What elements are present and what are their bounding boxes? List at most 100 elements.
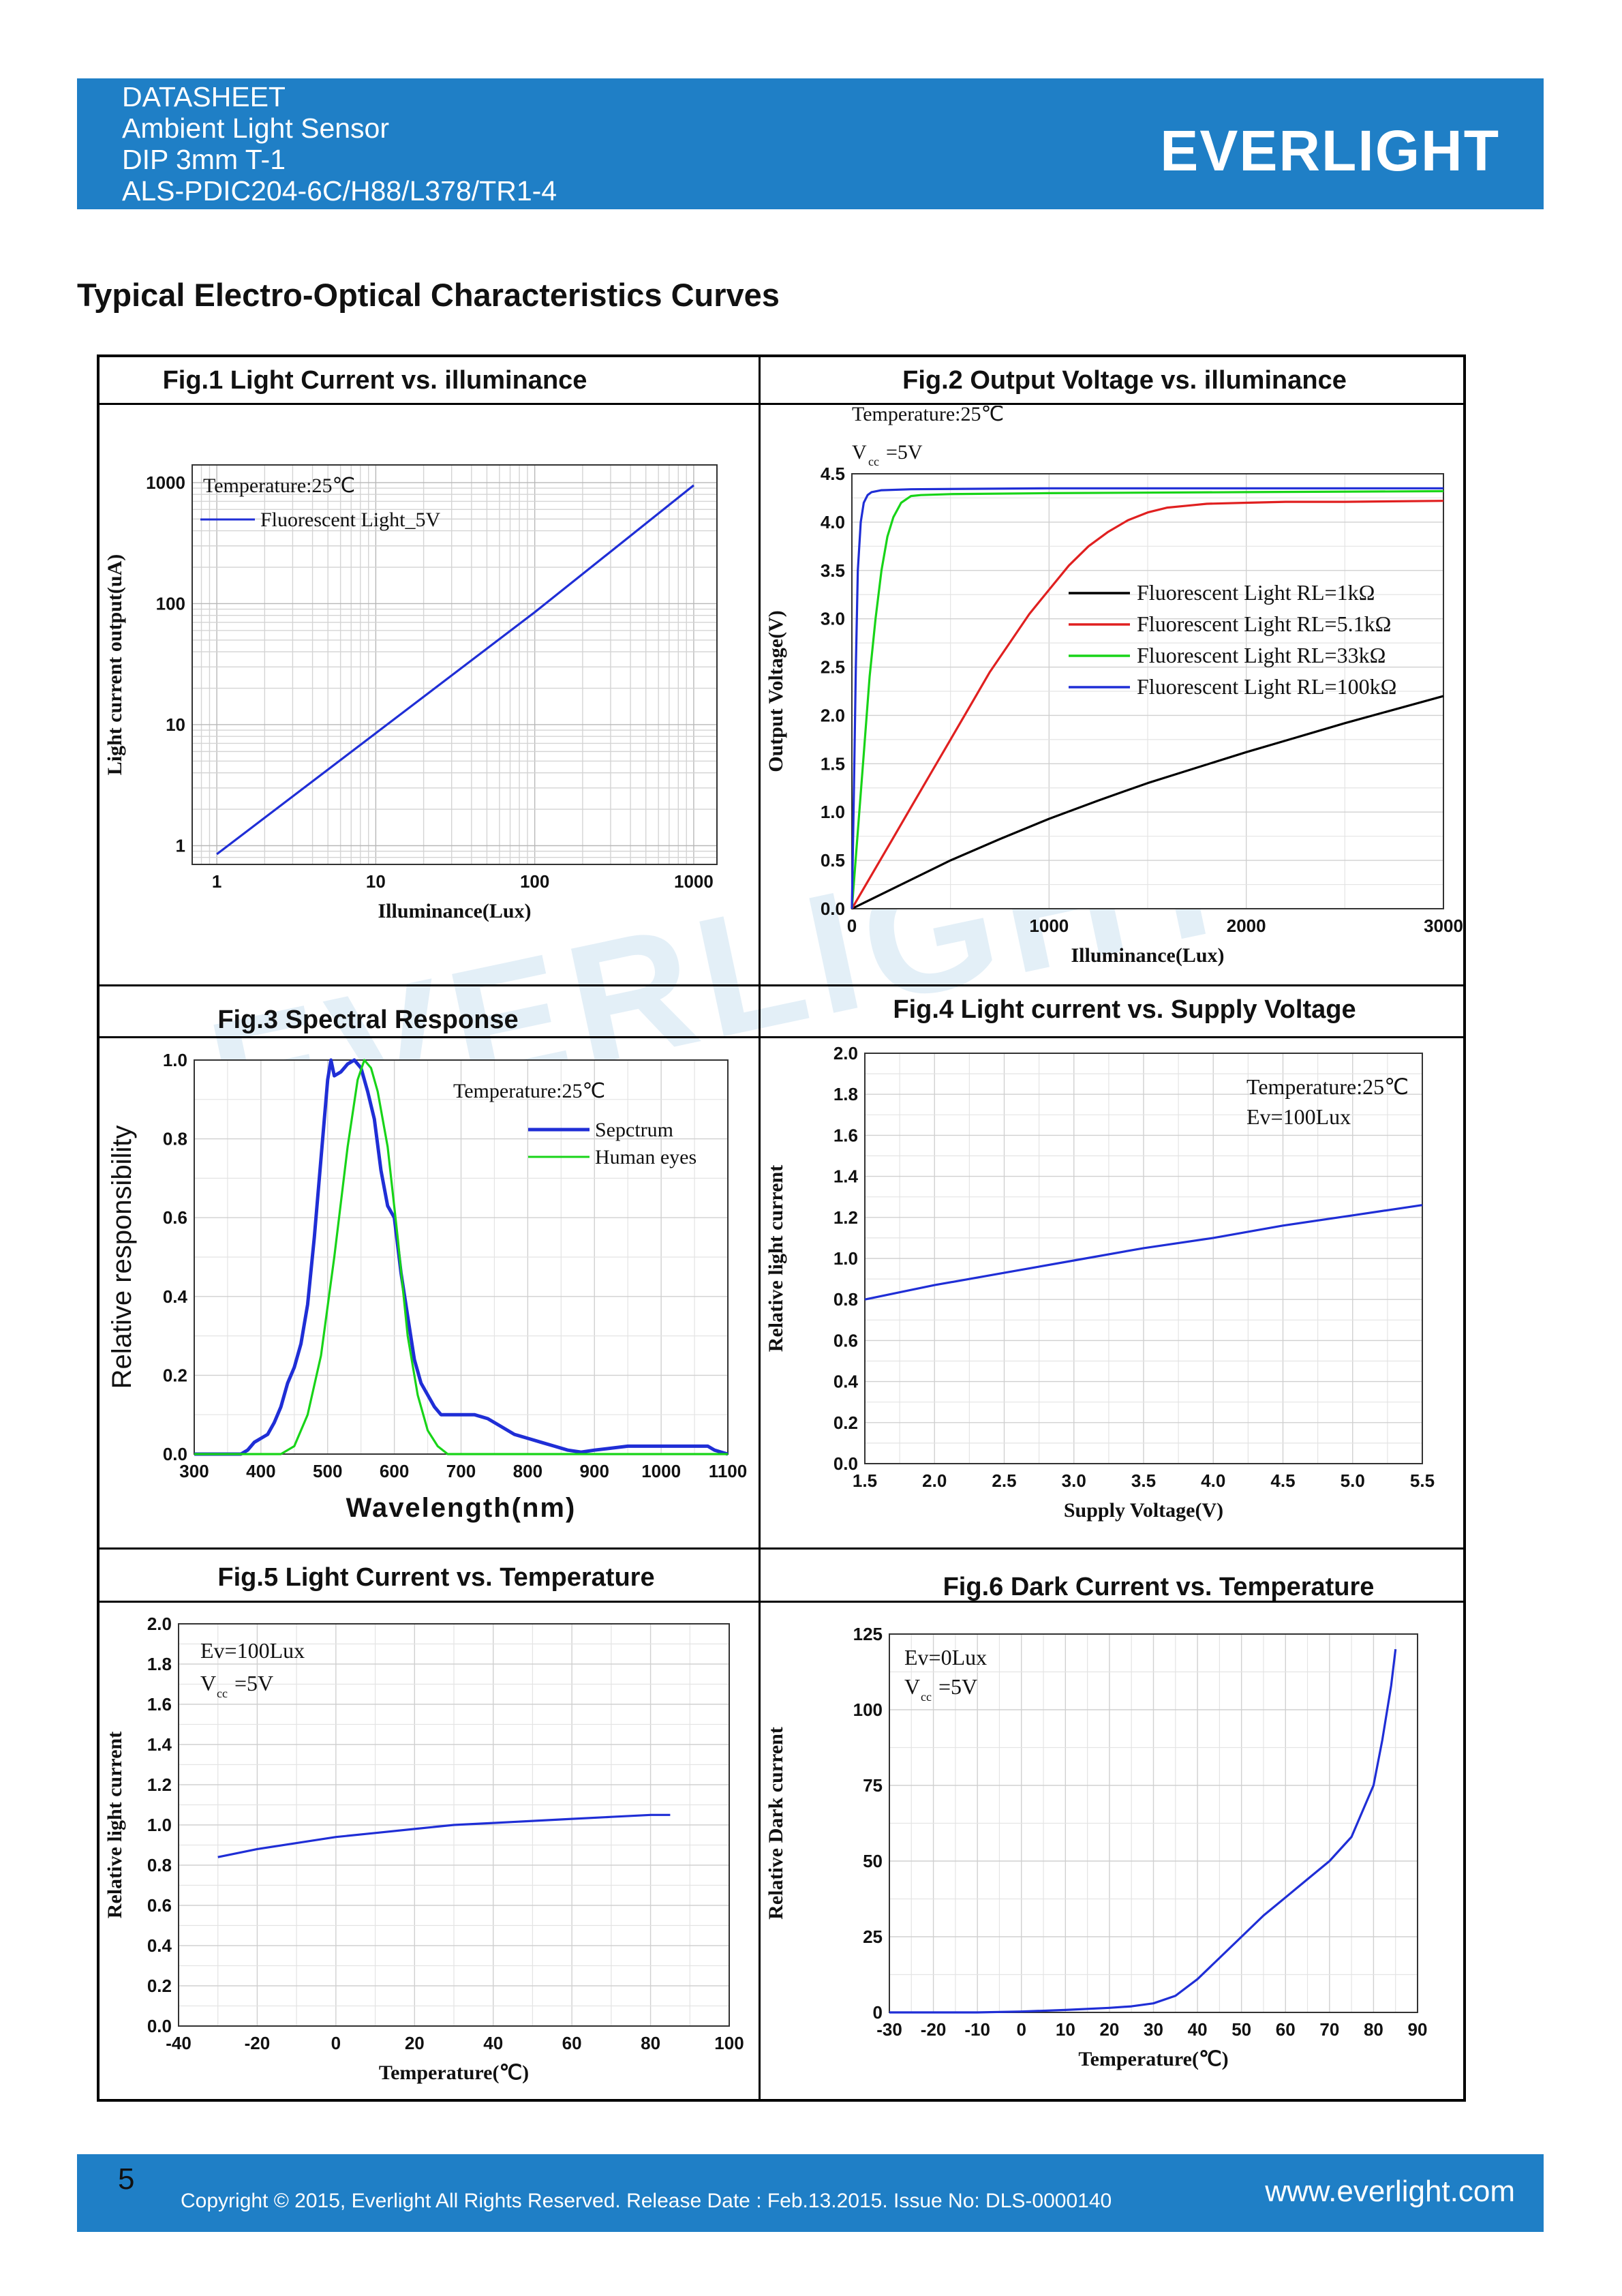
x-tick-label: 90	[1408, 2019, 1428, 2040]
everlight-logo: EVERLIGHT	[1160, 119, 1500, 183]
y-tick-label: 0.0	[833, 1453, 858, 1474]
y-tick-label: 1.5	[821, 753, 845, 774]
page-number: 5	[118, 2162, 135, 2196]
y-tick-label: 4.0	[821, 512, 845, 532]
grid-divider-row2-title	[97, 1036, 1466, 1038]
x-tick-label: 80	[1364, 2019, 1383, 2040]
y-tick-label: 2.5	[821, 657, 845, 678]
x-tick-label: 100	[520, 871, 549, 892]
header-line-part-number: ALS-PDIC204-6C/H88/L378/TR1-4	[122, 175, 557, 207]
legend-label: Fluorescent Light RL=100kΩ	[1137, 674, 1396, 699]
x-tick-label: 100	[714, 2033, 744, 2053]
series-line	[864, 1204, 1423, 1301]
header-banner: DATASHEET Ambient Light Sensor DIP 3mm T…	[77, 78, 1544, 209]
plot-border	[178, 1623, 730, 2027]
copyright-text: Copyright © 2015, Everlight All Rights R…	[181, 2190, 1112, 2212]
y-tick-label: 1.0	[833, 1248, 858, 1269]
y-tick-label: 1.8	[147, 1654, 172, 1674]
fig6-chart: -30 -20 -10 0 10 20 30 40 50 60 70 80 90 0 25 50 75 100 12…	[765, 1624, 1428, 2070]
fig3-title: Fig.3 Spectral Response	[217, 1006, 519, 1034]
x-tick-label: 10	[366, 871, 386, 892]
y-tick-label: 1.6	[147, 1694, 172, 1715]
y-tick-label: 2.0	[821, 705, 845, 725]
y-tick-label: 0.2	[833, 1413, 858, 1433]
y-tick-label: 1.0	[163, 1050, 187, 1070]
y-tick-label: 1.6	[833, 1125, 858, 1145]
x-tick-label: -20	[245, 2033, 271, 2053]
annotation-illuminance: Ev=100Lux	[200, 1638, 305, 1663]
series-line	[851, 500, 1444, 909]
y-tick-label: 3.0	[821, 609, 845, 629]
y-tick-label: 0.4	[163, 1286, 188, 1307]
series-line	[889, 1649, 1397, 2014]
y-tick-label: 2.0	[147, 1614, 172, 1634]
y-tick-label: 0.8	[163, 1129, 187, 1149]
x-tick-label: 80	[641, 2033, 660, 2053]
x-tick-label: 2000	[1227, 916, 1266, 936]
y-tick-label: 0.4	[147, 1935, 172, 1956]
y-tick-label: 0.8	[147, 1855, 172, 1875]
header-text-block: DATASHEET Ambient Light Sensor DIP 3mm T…	[122, 81, 557, 207]
x-tick-label: 1000	[674, 871, 714, 892]
y-tick-label: 0	[873, 2002, 883, 2023]
x-tick-label: 5.5	[1410, 1470, 1435, 1491]
y-axis-label: Relative light current	[104, 1732, 126, 1918]
fig5-chart: -40 -20 0 20 40 60 80 100 0.0 0.2 0.4 0.6 0.8 1.0 1.2 1…	[104, 1614, 744, 2084]
y-tick-label: 125	[853, 1624, 883, 1644]
fig5-title: Fig.5 Light Current vs. Temperature	[217, 1563, 655, 1592]
y-tick-label: 1000	[146, 472, 185, 493]
x-axis-label: Wavelength(nm)	[346, 1493, 577, 1523]
x-tick-label: 60	[1276, 2019, 1296, 2040]
x-tick-label: -20	[921, 2019, 947, 2040]
x-tick-label: -40	[166, 2033, 192, 2053]
x-tick-label: 600	[380, 1461, 409, 1481]
series-line	[851, 695, 1444, 910]
y-tick-label: 3.5	[821, 560, 845, 581]
grid-divider-vertical	[759, 354, 761, 2102]
x-tick-label: 0	[847, 916, 857, 936]
series-line	[851, 489, 1444, 909]
y-axis-label: Light current output(uA)	[104, 554, 126, 775]
y-tick-label: 1.0	[147, 1815, 172, 1835]
y-tick-label: 1	[176, 836, 185, 856]
annotation-temperature: Temperature:25℃	[852, 406, 1004, 425]
x-tick-label: 3.0	[1062, 1470, 1086, 1491]
x-tick-label: 2.5	[992, 1470, 1016, 1491]
annotation-vcc-v: V	[200, 1671, 216, 1695]
legend-label: Fluorescent Light_5V	[260, 509, 440, 531]
x-tick-label: 20	[1099, 2019, 1119, 2040]
header-line-doc-type: DATASHEET	[122, 81, 286, 112]
x-tick-label: 400	[246, 1461, 275, 1481]
x-tick-label: 40	[483, 2033, 503, 2053]
x-tick-label: 30	[1144, 2019, 1163, 2040]
y-axis-label: Relative responsibility	[107, 1126, 137, 1389]
legend-label: Human eyes	[595, 1146, 697, 1168]
x-tick-label: 900	[580, 1461, 609, 1481]
annotation-vcc-sub: cc	[868, 455, 879, 468]
x-tick-label: 70	[1319, 2019, 1339, 2040]
x-axis-label: Temperature(℃)	[379, 2061, 529, 2084]
x-tick-label: 2.0	[922, 1470, 947, 1491]
fig6-title: Fig.6 Dark Current vs. Temperature	[943, 1573, 1375, 1601]
series-line	[851, 487, 1443, 909]
y-tick-label: 0.0	[821, 898, 845, 919]
annotation-illuminance: Ev=0Lux	[904, 1645, 987, 1670]
legend-label: Fluorescent Light RL=33kΩ	[1137, 643, 1386, 667]
x-tick-label: 3000	[1424, 916, 1463, 936]
grid-divider-row1-title	[97, 403, 1466, 405]
y-tick-label: 0.6	[163, 1207, 187, 1228]
y-tick-label: 1.2	[147, 1774, 172, 1795]
annotation-temperature: Temperature:25℃	[453, 1080, 605, 1102]
y-axis-label: Relative Dark current	[765, 1727, 787, 1920]
fig3-chart: 300 400 500 600 700 800 900 1000 1100 0.0 0.2 0.4 0.…	[107, 1050, 747, 1523]
website-link[interactable]: www.everlight.com	[1265, 2175, 1515, 2208]
x-tick-label: 40	[1188, 2019, 1208, 2040]
x-tick-label: 4.5	[1270, 1470, 1295, 1491]
y-tick-label: 1.2	[833, 1207, 858, 1228]
plot-border	[864, 1053, 1423, 1464]
y-tick-label: 4.5	[821, 464, 845, 484]
x-tick-label: 0	[1017, 2019, 1026, 2040]
x-tick-label: 500	[313, 1461, 342, 1481]
y-tick-label: 100	[853, 1700, 883, 1720]
x-tick-label: 5.0	[1341, 1470, 1365, 1491]
